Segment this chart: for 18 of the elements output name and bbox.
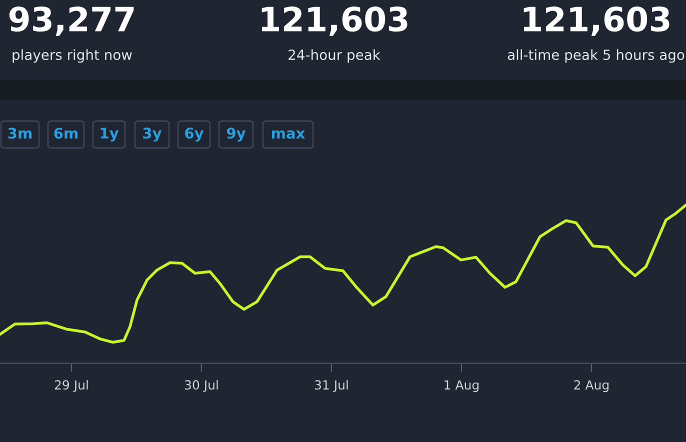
x-tick-label: 2 Aug [574, 380, 609, 392]
x-tick-label: 30 Jul [184, 380, 218, 392]
text: 24-hour peak [288, 49, 380, 63]
text: 93,277 [9, 6, 134, 36]
text: 9y [226, 128, 246, 142]
text: all-time peak 5 hours ago [508, 49, 684, 63]
text: 3m [8, 128, 32, 139]
text: 6m [54, 128, 78, 139]
text: 121,603 [262, 6, 408, 36]
text: 6y [185, 128, 204, 142]
text: 1y [100, 128, 119, 142]
x-tick-label: 1 Aug [444, 380, 479, 392]
text: players right now [12, 49, 132, 63]
text: 3y [143, 128, 162, 142]
x-tick-label: 29 Jul [54, 380, 88, 392]
text: max [272, 130, 305, 139]
x-tick-label: 31 Jul [314, 380, 348, 392]
text: 121,603 [524, 6, 670, 36]
